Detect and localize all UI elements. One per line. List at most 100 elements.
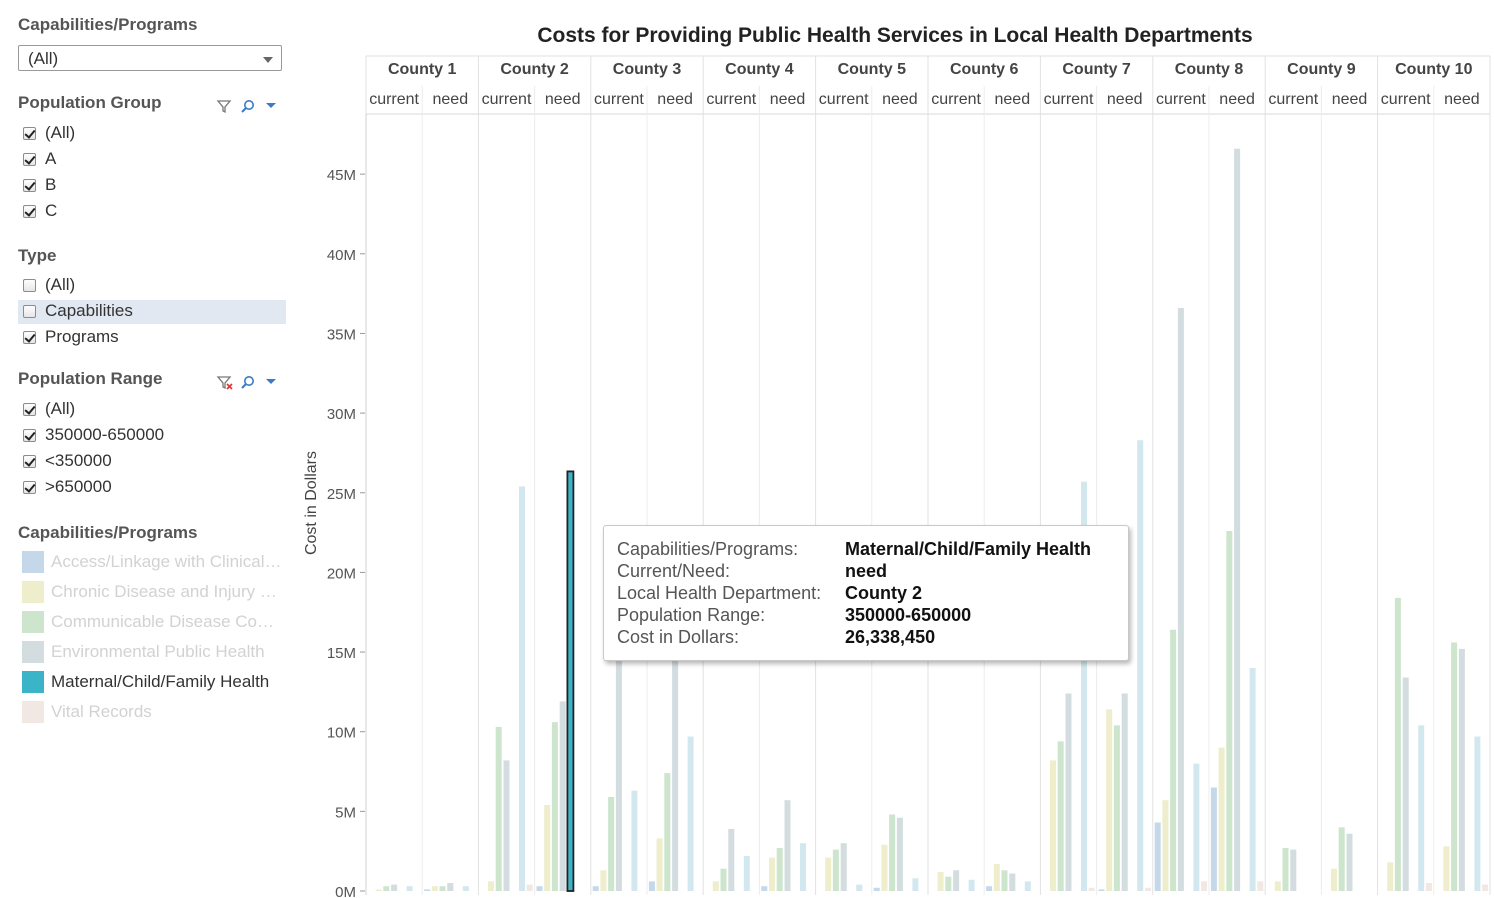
search-icon[interactable]	[240, 98, 256, 114]
subgroup-label: need	[1444, 91, 1480, 108]
checkbox[interactable]	[23, 127, 36, 140]
bar	[424, 889, 431, 891]
chevron-down-icon[interactable]	[264, 98, 278, 114]
subgroup-label: current	[1381, 91, 1431, 108]
checkbox-row[interactable]: >650000	[18, 476, 286, 500]
bar	[840, 843, 847, 891]
checkbox[interactable]	[23, 305, 36, 318]
tooltip-row: Local Health Department: County 2	[617, 583, 1127, 605]
checkbox-row[interactable]: (All)	[18, 398, 286, 422]
legend-item[interactable]: Vital Records	[22, 700, 286, 724]
chevron-down-icon[interactable]	[264, 374, 278, 390]
checkbox[interactable]	[23, 179, 36, 192]
checkbox[interactable]	[23, 455, 36, 468]
bar	[1113, 725, 1120, 891]
legend-swatch	[22, 551, 44, 573]
bar	[993, 863, 1000, 891]
bar	[431, 886, 438, 891]
subgroup-label: current	[819, 91, 869, 108]
group-label: County 1	[388, 61, 457, 78]
checkbox-label: (All)	[45, 275, 76, 294]
search-icon[interactable]	[240, 374, 256, 390]
checkbox-row[interactable]: (All)	[18, 122, 286, 146]
bar	[720, 868, 727, 891]
group-label: County 2	[500, 61, 569, 78]
population-group-title: Population Group	[18, 93, 162, 112]
checkbox-row[interactable]: B	[18, 174, 286, 198]
bar	[1144, 887, 1151, 891]
filter-icon[interactable]	[216, 98, 232, 114]
subgroup-label: current	[1044, 91, 1094, 108]
y-tick-label: 20M	[327, 565, 356, 582]
bar	[1387, 862, 1394, 891]
legend-item[interactable]: Communicable Disease Control	[22, 610, 286, 634]
legend-item[interactable]: Maternal/Child/Family Health	[22, 670, 286, 694]
checkbox-row[interactable]: A	[18, 148, 286, 172]
subgroup-label: current	[1156, 91, 1206, 108]
bar	[495, 726, 502, 891]
tooltip-value: County 2	[845, 583, 923, 603]
bar	[1154, 822, 1161, 891]
tooltip: Capabilities/Programs: Maternal/Child/Fam…	[603, 525, 1129, 661]
bar	[592, 886, 599, 891]
checkbox-row[interactable]: <350000	[18, 450, 286, 474]
bar	[375, 889, 382, 891]
checkbox[interactable]	[23, 403, 36, 416]
bar	[1402, 677, 1409, 891]
y-axis-label: Cost in Dollars	[303, 451, 320, 555]
legend-item[interactable]: Chronic Disease and Injury Prevention	[22, 580, 286, 604]
checkbox-row[interactable]: C	[18, 200, 286, 224]
checkbox-row[interactable]: 350000-650000	[18, 424, 286, 448]
chart-title: Costs for Providing Public Health Servic…	[537, 24, 1252, 47]
checkbox-row[interactable]: Programs	[18, 326, 286, 350]
cap-filter-dropdown[interactable]: (All)	[18, 45, 282, 71]
clear-filter-icon[interactable]	[216, 374, 234, 390]
bar	[406, 886, 413, 891]
legend-swatch	[22, 671, 44, 693]
bar	[559, 701, 566, 891]
checkbox[interactable]	[23, 481, 36, 494]
subgroup-label: need	[545, 91, 581, 108]
bar	[1234, 148, 1241, 891]
checkbox[interactable]	[23, 205, 36, 218]
legend-item[interactable]: Access/Linkage with Clinical Care	[22, 550, 286, 574]
y-tick-label: 30M	[327, 406, 356, 423]
checkbox-label: B	[45, 175, 57, 194]
bar	[1338, 827, 1345, 891]
checkbox-row[interactable]: (All)	[18, 274, 286, 298]
bar	[873, 887, 880, 891]
bar	[1346, 833, 1353, 891]
tooltip-key: Capabilities/Programs:	[617, 539, 799, 559]
checkbox-row[interactable]: Capabilities	[18, 300, 286, 324]
bar	[1257, 881, 1264, 891]
bar	[1193, 763, 1200, 891]
checkbox-label: (All)	[45, 123, 76, 142]
bar	[1218, 747, 1225, 891]
subgroup-label: need	[995, 91, 1031, 108]
bar	[1170, 629, 1177, 891]
checkbox[interactable]	[23, 331, 36, 344]
bar	[1331, 868, 1337, 891]
bar	[536, 886, 543, 891]
legend-swatch	[22, 581, 44, 603]
bar	[728, 828, 735, 891]
checkbox[interactable]	[23, 429, 36, 442]
checkbox-label: <350000	[45, 451, 112, 470]
bar	[656, 838, 663, 891]
bar	[631, 790, 638, 891]
group-label: County 6	[950, 61, 1019, 78]
legend-item[interactable]: Environmental Public Health	[22, 640, 286, 664]
checkbox-label: 350000-650000	[45, 425, 165, 444]
bar	[1282, 848, 1289, 891]
tooltip-row: Cost in Dollars: 26,338,450	[617, 627, 1127, 649]
bar	[1418, 725, 1425, 891]
checkbox[interactable]	[23, 153, 36, 166]
legend-swatch	[22, 611, 44, 633]
bar	[1226, 531, 1233, 891]
bar	[769, 857, 775, 891]
bar	[1024, 881, 1031, 891]
checkbox[interactable]	[23, 279, 36, 292]
bar	[1162, 800, 1169, 891]
